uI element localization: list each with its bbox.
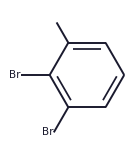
Text: Br: Br [42,127,53,137]
Text: Br: Br [9,70,20,80]
